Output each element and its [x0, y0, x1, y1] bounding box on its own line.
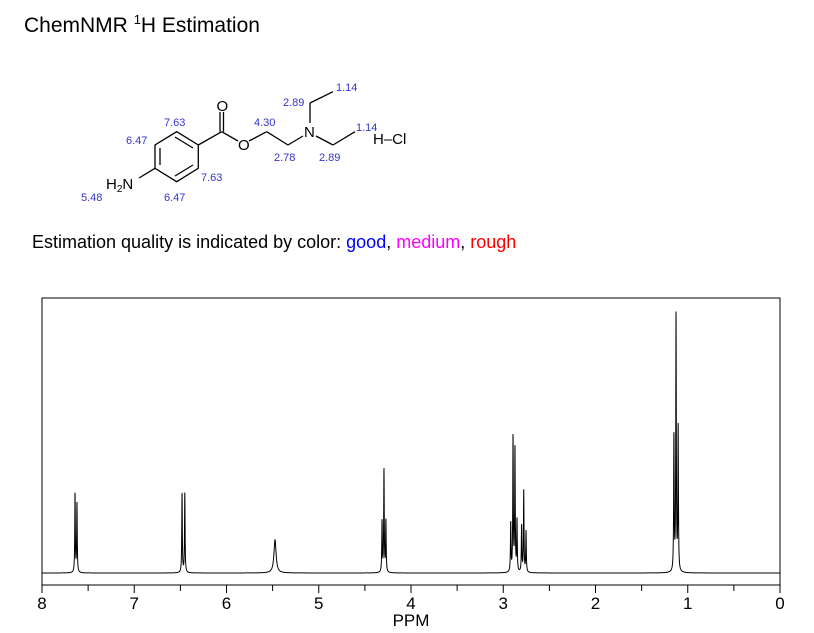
x-tick-label: 3 [499, 594, 508, 613]
legend-rough: rough [470, 232, 517, 252]
molecule-atoms: O O N H2N H–Cl [106, 98, 406, 195]
x-tick-label: 1 [683, 594, 692, 613]
shift-label: 2.89 [319, 152, 340, 164]
shift-label: 2.78 [274, 152, 295, 164]
atom-o-carbonyl: O [217, 98, 229, 115]
atom-n-amine: N [304, 124, 315, 141]
x-tick-label: 5 [314, 594, 323, 613]
legend-good: good [346, 232, 387, 252]
shift-label: 6.47 [126, 135, 147, 147]
nmr-spectrum: 8 7 6 5 4 3 2 1 0 PPM [37, 297, 785, 630]
atom-hcl: H–Cl [373, 131, 406, 148]
shift-label: 1.14 [356, 122, 377, 134]
quality-legend: Estimation quality is indicated by color… [32, 232, 517, 252]
shift-label: 2.89 [283, 97, 304, 109]
plot-frame [41, 297, 781, 586]
page-title: ChemNMR 1H Estimation [24, 12, 260, 37]
shift-label: 5.48 [81, 192, 102, 204]
x-tick-label: 8 [37, 594, 46, 613]
x-tick-label: 4 [406, 594, 415, 613]
shift-label: 1.14 [336, 82, 357, 94]
molecule-structure [138, 91, 356, 183]
shift-label: 6.47 [164, 192, 185, 204]
shift-label: 7.63 [164, 117, 185, 129]
shift-labels: 1.14 2.89 7.63 4.30 1.14 6.47 2.78 2.89 … [81, 82, 377, 204]
x-tick-label: 7 [130, 594, 139, 613]
legend-medium: medium [396, 232, 461, 252]
spectrum-line [42, 311, 780, 574]
x-tick-label: 2 [591, 594, 600, 613]
shift-label: 7.63 [201, 172, 222, 184]
x-tick-label: 6 [222, 594, 231, 613]
shift-label: 4.30 [254, 117, 275, 129]
x-tick-label: 0 [775, 594, 784, 613]
x-axis-label: PPM [393, 611, 430, 630]
atom-o-ester: O [238, 137, 250, 154]
x-axis: 8 7 6 5 4 3 2 1 0 [37, 585, 785, 613]
atom-h2n: H2N [106, 176, 133, 195]
